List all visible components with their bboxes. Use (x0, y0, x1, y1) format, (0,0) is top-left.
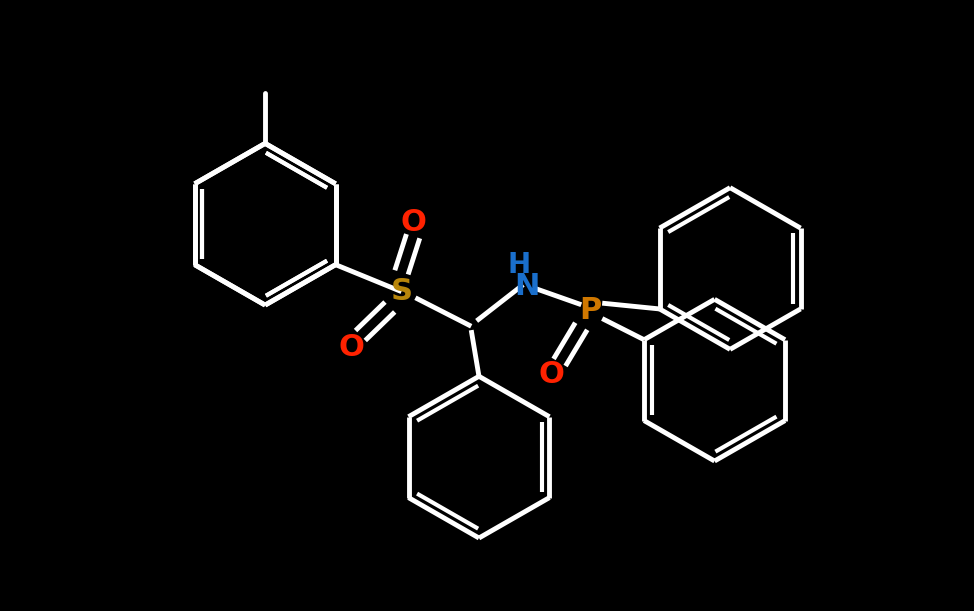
Text: H: H (507, 251, 531, 279)
Text: O: O (539, 359, 565, 389)
Text: O: O (400, 208, 426, 237)
Text: P: P (580, 296, 602, 326)
Text: S: S (391, 277, 412, 306)
Text: O: O (338, 332, 364, 362)
Text: N: N (514, 272, 540, 301)
